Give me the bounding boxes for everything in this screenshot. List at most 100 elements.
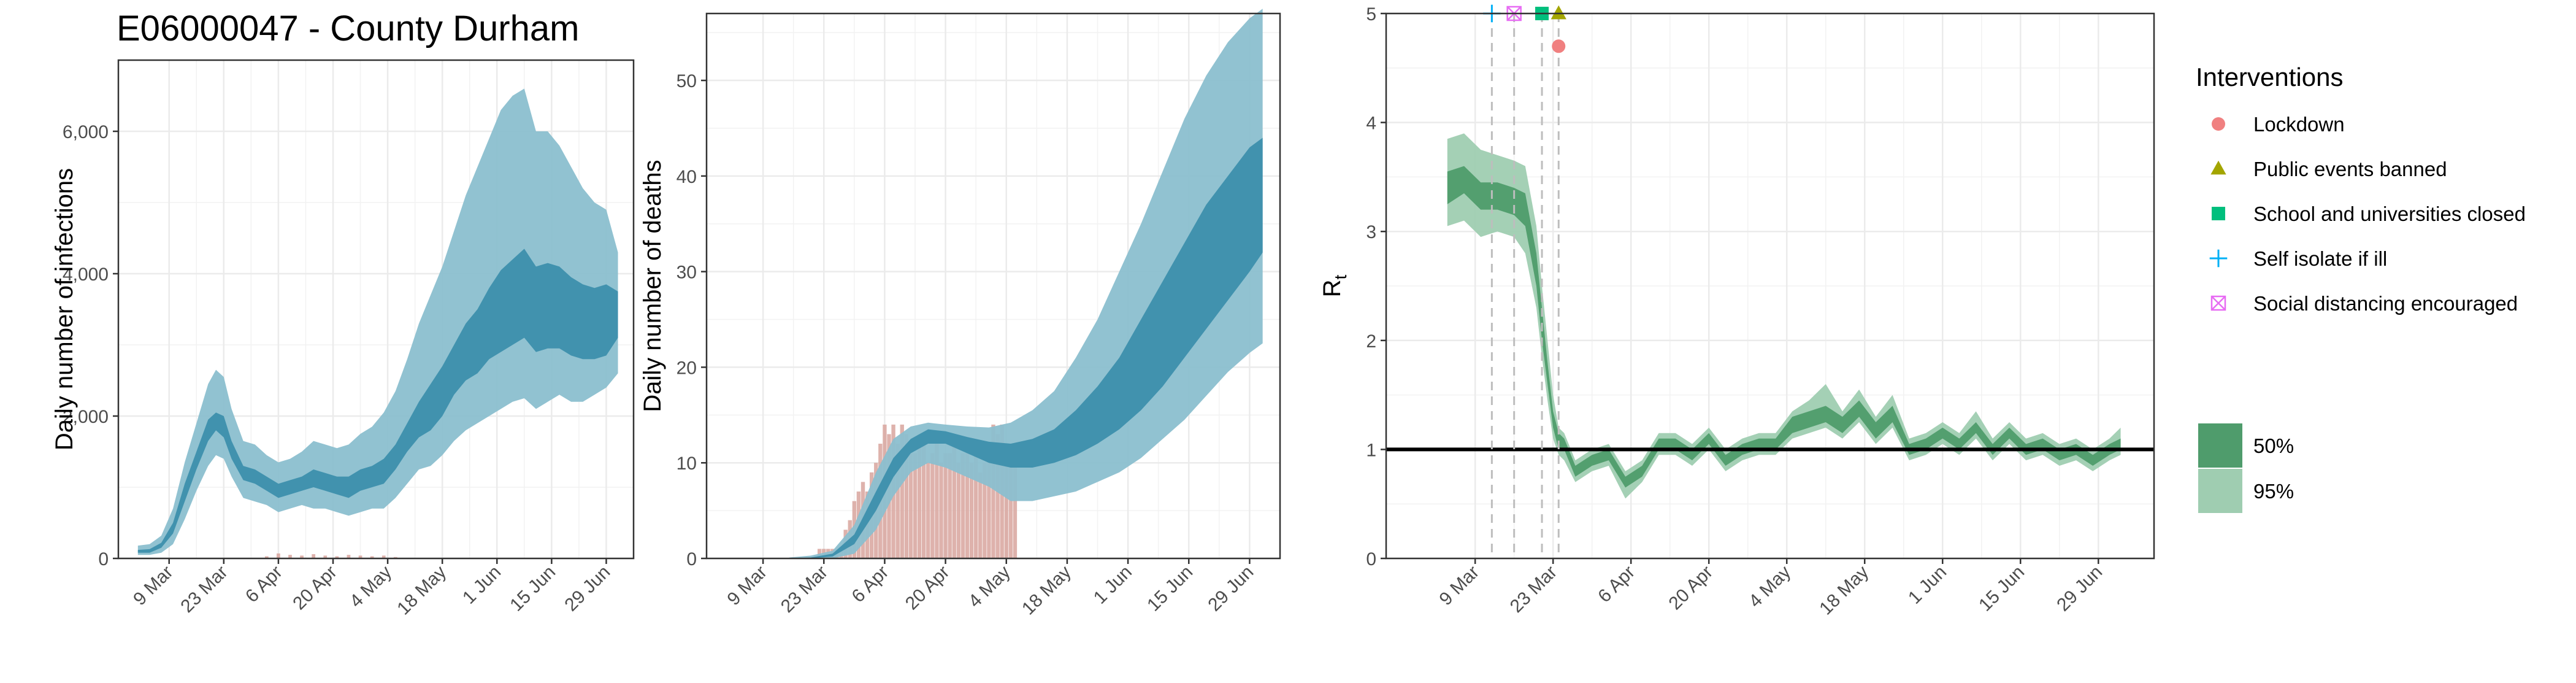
observed-bar (1013, 463, 1018, 558)
y-axis-label: Rt (1319, 274, 1350, 297)
observed-bar (904, 434, 909, 558)
y-tick-label: 30 (677, 263, 697, 283)
rt-panel: 0 1 2 3 4 5 9 Mar 23 Mar 6 Apr 20 Apr 4 May 18 May 1… (1319, 4, 2155, 619)
x-tick-label: 18 May (1815, 562, 1873, 619)
observed-bar (277, 553, 280, 558)
x-tick-label: 29 Jun (561, 562, 614, 615)
y-axis-label-subscript: t (1331, 274, 1350, 279)
ribbon-95pct (789, 9, 1263, 559)
chart-title: E06000047 - County Durham (117, 9, 579, 48)
infections-panel: 0 2,000 4,000 6,000 9 Mar 23 Mar 6 Apr 20 Apr 4 … (51, 59, 635, 619)
y-tick-label: 20 (677, 358, 697, 378)
y-tick-label: 50 (677, 71, 697, 91)
observed-bar (960, 453, 965, 558)
observed-bars (264, 553, 397, 558)
legend-marker (2212, 117, 2225, 131)
panel-border (117, 59, 635, 560)
legend-label: Social distancing encouraged (2253, 292, 2518, 315)
observed-bar (965, 444, 970, 558)
deaths-panel: 0 10 20 30 40 50 9 Mar 23 Mar 6 Apr 20 Apr 4 May 18… (639, 9, 1281, 619)
observed-bar (900, 424, 904, 558)
observed-bar (312, 554, 316, 558)
y-tick-label: 4,000 (63, 264, 109, 285)
y-axis-label: Daily number of deaths (639, 160, 666, 412)
observed-bar (908, 444, 913, 558)
ribbon-95pct (1447, 133, 2121, 499)
x-tick-label: 9 Mar (723, 562, 771, 610)
legend-label: Self isolate if ill (2253, 247, 2387, 270)
observed-bar (943, 453, 948, 558)
legend-item: Self isolate if ill (2209, 247, 2387, 270)
legend-label: Lockdown (2253, 113, 2345, 136)
y-tick-label: 40 (677, 167, 697, 187)
intervention-marker (1552, 39, 1566, 53)
observed-bar (991, 424, 995, 558)
legend-ci-item: 95% (2198, 469, 2294, 513)
legend-item: Social distancing encouraged (2210, 292, 2518, 315)
x-tick-label: 29 Jun (2053, 562, 2106, 615)
x-tick-label: 9 Mar (1436, 562, 1484, 610)
observed-bar (995, 434, 1000, 558)
y-tick-label: 4 (1366, 114, 1376, 134)
x-tick-label: 18 May (393, 562, 450, 619)
legend-marker (2212, 207, 2225, 220)
x-tick-label: 15 Jun (1975, 562, 2028, 615)
observed-bar (335, 556, 339, 558)
legend-marker (2210, 160, 2226, 175)
legend: Interventions Lockdown Public events bann… (2196, 63, 2526, 513)
observed-bar (952, 444, 956, 558)
legend-marker (2210, 295, 2226, 311)
y-tick-label: 2,000 (63, 407, 109, 427)
legend-marker (2209, 249, 2228, 268)
y-axis: 0 2,000 4,000 6,000 (63, 122, 118, 569)
ribbon-95pct (137, 88, 618, 555)
observed-bar (973, 453, 978, 558)
observed-bar (1004, 463, 1008, 558)
observed-bar (956, 463, 961, 558)
y-tick-label: 0 (1366, 549, 1376, 569)
observed-bar (381, 555, 386, 558)
y-tick-label: 6,000 (63, 122, 109, 142)
y-tick-label: 10 (677, 453, 697, 474)
observed-bar (370, 556, 374, 558)
observed-bar (987, 453, 991, 558)
x-tick-label: 29 Jun (1204, 562, 1257, 615)
x-tick-label: 9 Mar (129, 562, 177, 610)
y-tick-label: 1 (1366, 440, 1376, 460)
intervention-marker (1551, 5, 1566, 20)
observed-bar (895, 444, 900, 558)
x-tick-label: 20 Apr (1665, 562, 1717, 614)
legend-ci-swatch (2198, 423, 2242, 468)
x-tick-label: 1 Jun (459, 562, 505, 608)
y-tick-label: 5 (1366, 4, 1376, 25)
observed-bar (300, 555, 304, 558)
legend-label: Public events banned (2253, 158, 2447, 180)
x-tick-label: 20 Apr (289, 562, 341, 614)
x-tick-label: 20 Apr (902, 562, 954, 614)
y-axis: 0 10 20 30 40 50 (677, 71, 707, 569)
y-tick-label: 3 (1366, 222, 1376, 242)
legend-ci-item: 50% (2198, 423, 2294, 468)
legend-ci-swatch (2198, 469, 2242, 513)
observed-bar (358, 555, 362, 558)
observed-bar (921, 444, 926, 558)
y-tick-label: 2 (1366, 331, 1376, 352)
legend-item: School and universities closed (2212, 203, 2526, 225)
observed-bar (978, 472, 983, 558)
x-tick-label: 6 Apr (242, 562, 286, 607)
ribbon-50pct (137, 249, 618, 553)
observed-bar (969, 463, 974, 558)
y-tick-label: 0 (686, 549, 697, 569)
observed-bar (983, 463, 987, 558)
y-axis: 0 1 2 3 4 5 (1366, 4, 1386, 569)
legend-label: School and universities closed (2253, 203, 2526, 225)
legend-item: Lockdown (2212, 113, 2345, 136)
y-tick-label: 0 (98, 549, 109, 569)
intervention-markers (1483, 4, 1566, 558)
observed-bar (913, 453, 918, 558)
panel-border (705, 12, 1281, 560)
